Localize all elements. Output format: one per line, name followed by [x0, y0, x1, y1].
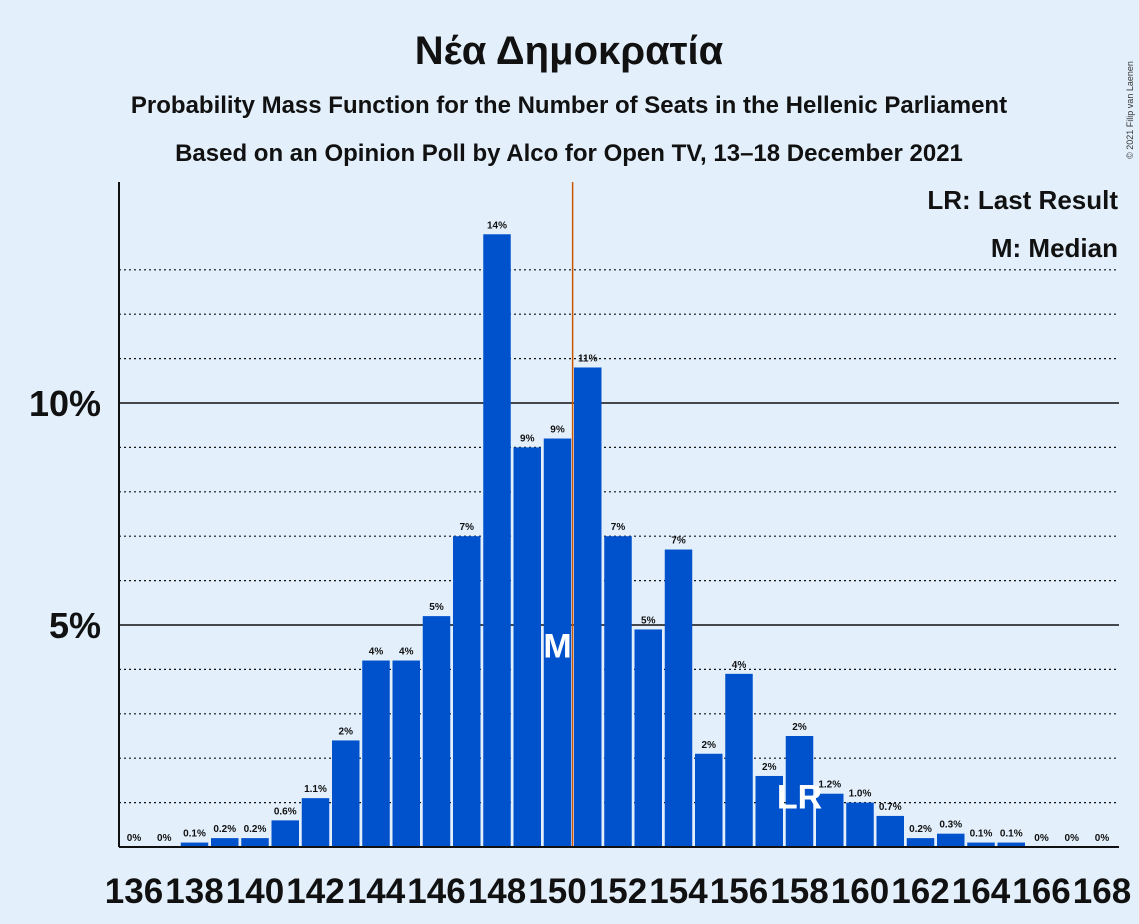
bar-138 [180, 842, 209, 847]
data-label-157: 2% [762, 762, 777, 773]
data-label-147: 7% [460, 522, 475, 533]
bar-152 [604, 536, 632, 847]
bar-154 [664, 549, 693, 847]
bar-144 [362, 660, 390, 847]
data-label-141: 0.6% [274, 806, 297, 817]
data-label-146: 5% [429, 602, 444, 613]
x-tick-label: 154 [649, 872, 708, 911]
bar-165 [997, 842, 1025, 847]
bar-163 [937, 833, 965, 847]
bar-143 [332, 740, 360, 847]
last-result-marker: LR [777, 779, 822, 817]
bar-164 [967, 842, 995, 847]
grid: 5% 10% [29, 269, 1119, 804]
x-tick-label: 136 [105, 872, 163, 911]
data-label-142: 1.1% [304, 784, 327, 795]
data-label-156: 4% [732, 660, 747, 671]
data-label-163: 0.3% [939, 820, 962, 831]
x-tick-label: 152 [589, 872, 647, 911]
x-tick-label: 146 [407, 872, 465, 911]
bar-162 [906, 838, 935, 847]
bars [180, 234, 1025, 847]
bar-151 [574, 367, 602, 847]
data-label-154: 7% [671, 536, 686, 547]
x-tick-label: 168 [1073, 872, 1131, 911]
x-tick-label: 140 [226, 872, 284, 911]
data-label-164: 0.1% [970, 829, 993, 840]
bar-158 [785, 736, 814, 847]
data-label-152: 7% [611, 522, 626, 533]
bar-150 [543, 438, 572, 847]
legend-median: M: Median [991, 233, 1118, 263]
bar-159 [816, 793, 844, 847]
x-tick-label: 144 [347, 872, 406, 911]
copyright: © 2021 Filip van Laenen [1125, 61, 1135, 159]
data-label-139: 0.2% [213, 824, 236, 835]
x-tick-label: 138 [165, 872, 223, 911]
x-tick-label: 150 [528, 872, 586, 911]
bar-142 [301, 798, 330, 847]
bar-161 [876, 815, 904, 847]
data-label-166: 0% [1034, 833, 1049, 844]
legend-last-result: LR: Last Result [927, 185, 1118, 215]
markers: M LR [543, 182, 822, 847]
bar-139 [211, 838, 239, 847]
median-marker: M [543, 628, 571, 666]
data-label-151: 11% [578, 353, 598, 364]
bar-145 [392, 660, 420, 847]
data-label-155: 2% [702, 740, 717, 751]
x-tick-label: 142 [286, 872, 344, 911]
data-label-165: 0.1% [1000, 829, 1023, 840]
bar-156 [725, 673, 753, 847]
data-label-145: 4% [399, 647, 414, 658]
data-label-144: 4% [369, 647, 384, 658]
bar-141 [271, 820, 299, 847]
data-label-167: 0% [1065, 833, 1080, 844]
bar-149 [513, 447, 541, 847]
chart-subtitle-2: Based on an Opinion Poll by Alco for Ope… [175, 140, 963, 167]
data-label-162: 0.2% [909, 824, 932, 835]
data-label-158: 2% [792, 722, 807, 733]
bar-155 [695, 753, 723, 847]
chart-title: Νέα Δημοκρατία [415, 29, 724, 73]
bar-146 [422, 616, 451, 847]
bar-140 [241, 838, 269, 847]
x-tick-label: 166 [1012, 872, 1070, 911]
data-label-143: 2% [339, 726, 354, 737]
data-labels: 0% 0% 0.1% 0.2% 0.2% 0.6% 1.1% 2% 4% 4% 5% 7% 14% 9% 9… [127, 220, 1110, 844]
data-label-168: 0% [1095, 833, 1110, 844]
chart-subtitle-1: Probability Mass Function for the Number… [131, 92, 1007, 119]
data-label-153: 5% [641, 615, 656, 626]
data-label-150: 9% [550, 425, 565, 436]
y-tick-label: 10% [29, 383, 101, 424]
data-label-140: 0.2% [244, 824, 267, 835]
x-tick-label: 164 [952, 872, 1011, 911]
x-tick-label: 156 [710, 872, 768, 911]
data-label-159: 1.2% [818, 780, 841, 791]
y-tick-label: 5% [49, 605, 101, 646]
data-label-138: 0.1% [183, 829, 206, 840]
data-label-161: 0.7% [879, 802, 902, 813]
x-tick-label: 160 [831, 872, 889, 911]
bar-160 [846, 802, 874, 847]
data-label-148: 14% [487, 220, 507, 231]
bar-147 [453, 536, 481, 847]
bar-153 [634, 629, 662, 847]
data-label-136: 0% [127, 833, 142, 844]
x-tick-label: 158 [770, 872, 828, 911]
axes: 136 138 140 142 144 146 148 150 152 154 156 158 160 1… [105, 182, 1131, 911]
bar-148 [483, 234, 511, 847]
data-label-137: 0% [157, 833, 172, 844]
bar-157 [755, 775, 783, 847]
x-tick-label: 148 [468, 872, 526, 911]
x-tick-label: 162 [891, 872, 949, 911]
data-label-160: 1.0% [849, 789, 872, 800]
data-label-149: 9% [520, 433, 535, 444]
